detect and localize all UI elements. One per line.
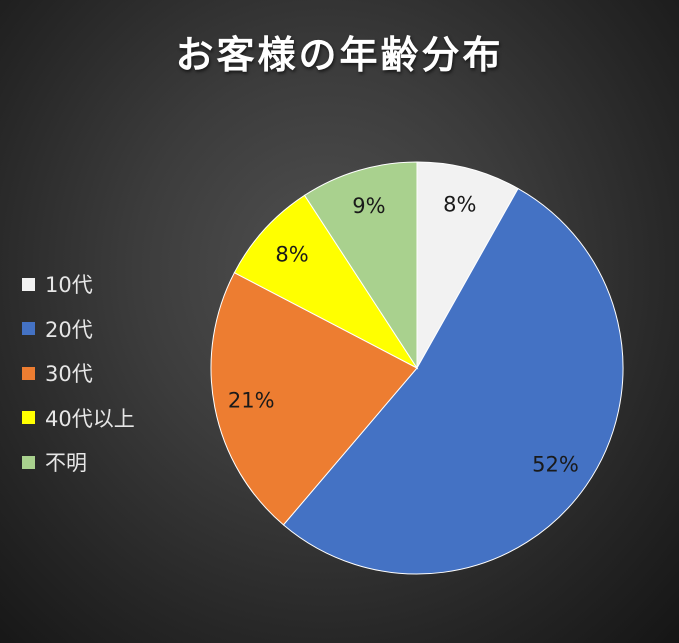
legend-item-30s: 30代 [22,351,135,396]
pie-slice-40s-plus [233,194,419,370]
pie-slice-10s [416,161,519,370]
pie-data-label-40s-plus: 8% [275,242,308,266]
pie-slice-30s [210,272,418,526]
legend-swatch-20s [22,322,35,336]
legend-swatch-unknown [22,455,35,469]
pie-slice-20s [282,187,624,575]
legend-item-20s: 20代 [22,307,135,352]
legend: 10代 20代 30代 40代以上 不明 [22,262,135,485]
legend-item-10s: 10代 [22,262,135,307]
pie-slices [210,161,624,575]
pie-data-label-unknown: 9% [352,194,385,218]
pie-data-label-30s: 21% [228,388,275,412]
pie-data-label-20s: 52% [532,453,579,477]
legend-label-30s: 30代 [45,362,93,387]
pie-data-label-10s: 8% [443,193,476,217]
legend-label-40s-plus: 40代以上 [45,406,135,431]
pie-data-labels: 8% 52% 21% 8% 9% [228,193,579,477]
legend-label-20s: 20代 [45,317,93,342]
legend-label-10s: 10代 [45,273,93,298]
legend-item-unknown: 不明 [22,440,135,485]
legend-label-unknown: 不明 [45,451,87,476]
pie-slice-unknown [303,161,418,370]
chart-title: お客様の年齢分布 [175,33,504,77]
legend-swatch-10s [22,277,35,291]
legend-item-40s-plus: 40代以上 [22,396,135,441]
legend-swatch-40s-plus [22,411,35,425]
legend-swatch-30s [22,366,35,380]
